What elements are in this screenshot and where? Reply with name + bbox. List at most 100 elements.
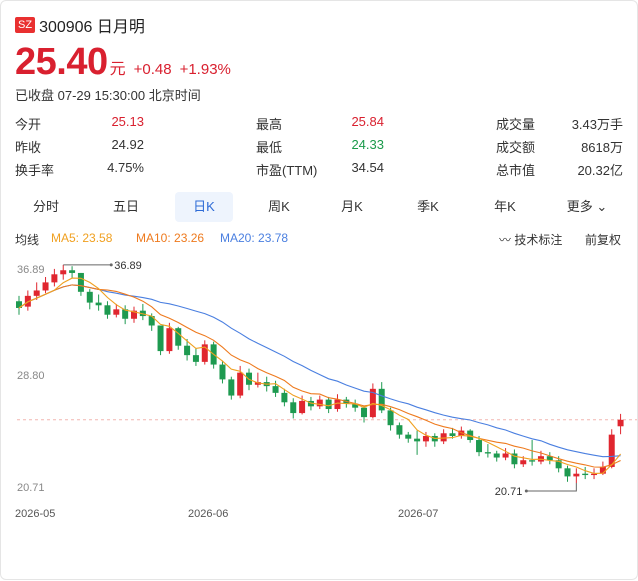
stats-row: 今开 25.13 最高 25.84 成交量 3.43万手 [15,114,625,137]
stat-label: 成交量 [496,117,536,132]
candle-body [175,328,182,346]
candle-body [219,364,226,380]
candle-body [192,355,199,362]
candle-body [42,282,49,291]
candle-body [16,301,22,308]
candle-body [529,460,536,462]
ma5-value: MA5: 23.58 [51,231,113,245]
market-status: 已收盘 07-29 15:30:00 北京时间 [15,88,201,103]
stock-code-name: 300906 日月明 [39,19,145,36]
candle-body [104,305,111,315]
candle-body [77,272,84,292]
candle-body [184,345,191,356]
candle-body [405,434,412,439]
candle-body [228,379,235,396]
tech-annotation-toggle[interactable]: 〰 技术标注 [499,233,563,247]
chevron-down-icon: ⌄ [592,199,608,214]
price-change-pct: +1.93% [179,61,231,78]
ruler-icon: 〰 [499,233,515,247]
candle-body [608,434,615,467]
stat-label: 今开 [15,117,42,132]
candle-body [113,309,120,315]
price-unit: 元 [109,61,126,78]
tab-7[interactable]: 更多 ⌄ [566,199,608,214]
candle-body [60,270,67,275]
tab-1[interactable]: 五日 [112,199,139,214]
stat-label: 最低 [256,140,283,155]
x-tick-label: 2026-06 [188,508,228,520]
candle-body [599,466,606,474]
candle-body [299,400,306,414]
candle-body [325,399,332,410]
adjust-mode-button[interactable]: 前复权 [585,233,622,247]
ma20-line [18,284,621,458]
market-badge: SZ [15,17,36,33]
ma10-value: MA10: 23.26 [136,231,205,245]
stat-label: 总市值 [496,163,536,178]
max-annotation-dot [109,263,113,267]
stat-label: 换手率 [15,163,55,178]
candle-body [520,460,527,465]
candle-body [148,316,155,326]
min-annotation-dot [524,489,528,493]
candle-body [24,295,31,307]
candle-body [387,410,394,426]
candle-body [396,425,403,435]
last-price: 25.40 [15,41,108,83]
candle-body [591,473,598,476]
candle-body [166,328,173,352]
stats-row: 昨收 24.92 最低 24.33 成交额 8618万 [15,137,625,160]
tab-2[interactable]: 日K [175,192,233,222]
ma-label[interactable]: 均线 [15,233,40,247]
max-annotation-label: 36.89 [114,260,142,272]
candle-body [33,290,40,296]
tab-0[interactable]: 分时 [32,199,59,214]
candle-body [617,419,624,427]
y-tick-label: 28.80 [17,370,45,382]
candle-body [502,453,509,458]
stats-row: 换手率 4.75% 市盈(TTM) 34.54 总市值 20.32亿 [15,160,625,183]
stock-header: SZ 300906 日月明 [15,13,145,37]
candle-body [582,473,589,476]
candle-body [122,309,129,319]
candle-body [573,473,580,477]
candle-body [361,407,368,418]
candle-body [378,388,385,411]
stat-value: 25.13 [111,114,144,129]
stat-value: 24.33 [351,137,384,152]
candle-body [316,399,323,407]
price-change: +0.48 [133,61,172,78]
candle-body [290,402,297,414]
candle-body [131,310,138,319]
stats-grid: 今开 25.13 最高 25.84 成交量 3.43万手 昨收 24.92 最低 24.33 成交额… [15,114,625,183]
candle-body [484,452,491,454]
candle-body [414,438,421,442]
candle-body [546,456,553,461]
candle-body [86,291,93,303]
stat-value: 20.32亿 [577,163,623,178]
period-tabs: 分时 五日 日K 周K 月K 季K 年K 更多 ⌄ [15,192,625,222]
stat-value: 24.92 [111,137,144,152]
candle-body [237,372,244,396]
candle-body [422,435,429,442]
stat-value: 25.84 [351,114,384,129]
tab-4[interactable]: 月K [341,199,363,214]
min-annotation-label: 20.71 [495,486,523,498]
tab-5[interactable]: 季K [417,199,439,214]
candle-body [476,440,483,453]
tab-6[interactable]: 年K [494,199,516,214]
candle-body [157,325,164,352]
candle-body [69,270,76,273]
candle-body [281,392,288,403]
y-tick-label: 20.71 [17,482,45,494]
tab-3[interactable]: 周K [268,199,290,214]
candle-body [449,433,456,436]
stat-value: 8618万 [581,140,623,155]
candle-body [334,399,341,410]
candle-body [493,453,500,458]
candle-body [555,460,562,469]
candle-body [564,468,571,477]
x-tick-label: 2026-05 [15,508,55,520]
